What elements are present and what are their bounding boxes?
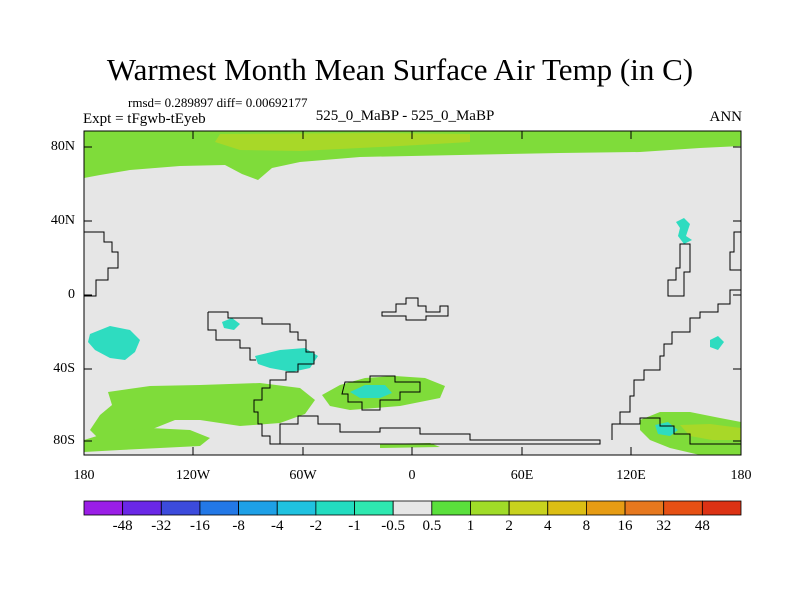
colorbar-label: 2	[505, 518, 513, 534]
colorbar-label: 8	[582, 518, 591, 534]
colorbar-swatch	[276, 500, 317, 516]
americas-outline	[84, 231, 119, 297]
colorbar-label: 32	[656, 518, 672, 534]
colorbar-label: 0.5	[422, 518, 442, 534]
colorbar-label: -4	[270, 518, 284, 534]
colorbar-swatch	[354, 500, 394, 516]
east-asia-outline	[667, 243, 691, 297]
southern-warm-anomaly-south	[84, 428, 210, 452]
colorbar-label: -2	[309, 518, 323, 534]
colorbar-swatch	[470, 500, 510, 516]
colorbar-label: -16	[189, 518, 210, 534]
colorbar-swatch	[392, 500, 433, 516]
colorbar-label: 1	[466, 518, 475, 534]
arctic-strong-warm-anomaly	[215, 133, 470, 151]
south-pacific-cool-anomaly	[255, 348, 318, 372]
x-tick-label: 180	[73, 468, 95, 483]
y-tick-label: 40N	[50, 213, 75, 228]
andes-cool-anomaly	[222, 318, 240, 330]
colorbar-swatch	[160, 500, 201, 516]
siberian-cool-anomaly	[676, 218, 692, 244]
colorbar-swatch	[431, 500, 471, 516]
australia-asia-outline	[611, 289, 741, 440]
east-antarctic-strong-warm	[680, 424, 741, 440]
season-label: ANN	[709, 109, 743, 125]
colorbar-swatch	[315, 500, 355, 516]
plot-title: Warmest Month Mean Surface Air Temp (in …	[106, 52, 694, 87]
y-tick-label: 80S	[53, 433, 75, 448]
colorbar-label: 4	[544, 518, 552, 534]
colorbar-swatch	[624, 500, 665, 516]
colorbar-label: -48	[112, 518, 133, 534]
colorbar-swatch	[701, 500, 742, 516]
island-outline	[381, 297, 449, 321]
colorbar-label: -0.5	[381, 518, 406, 534]
south-america-outline	[208, 311, 601, 445]
colorbar-swatch	[547, 500, 587, 516]
colorbar-label: -8	[232, 518, 245, 534]
antarctic-peninsula-outline	[341, 375, 421, 411]
x-tick-label: 60W	[289, 468, 317, 483]
indian-cool-anomaly	[710, 336, 724, 350]
y-tick-label: 40S	[53, 361, 75, 376]
colorbar-label: 48	[694, 518, 710, 534]
rmsd-diff-stats: rmsd= 0.289897 diff= 0.00692177	[128, 95, 308, 110]
colorbar-swatch	[508, 500, 549, 516]
comparison-label: 525_0_MaBP - 525_0_MaBP	[315, 108, 495, 124]
x-tick-label: 180	[730, 468, 752, 483]
africa-outline	[207, 312, 256, 361]
continent-outlines	[84, 231, 741, 445]
colorbar	[83, 500, 742, 516]
colorbar-swatch	[83, 500, 124, 516]
axis-ticks	[84, 131, 741, 455]
x-tick-label: 120W	[175, 468, 211, 483]
colorbar-swatch	[122, 500, 162, 516]
asia-coast-outline	[729, 231, 741, 271]
colorbar-swatch	[199, 500, 239, 516]
colorbar-label: -1	[348, 518, 361, 534]
colorbar-swatch	[586, 500, 626, 516]
experiment-label: Expt = tFgwb-tEyeb	[83, 111, 206, 127]
colorbar-swatch	[663, 500, 703, 516]
x-tick-label: 0	[408, 468, 416, 483]
y-tick-label: 80N	[50, 139, 75, 154]
antarctica-east-outline	[612, 417, 741, 445]
x-tick-label: 120E	[616, 468, 646, 483]
x-tick-label: 60E	[510, 468, 534, 483]
y-tick-label: 0	[68, 287, 75, 302]
colorbar-label: 16	[617, 518, 633, 534]
south-atlantic-cool-anomaly	[350, 385, 392, 398]
colorbar-label: -32	[151, 518, 172, 534]
pacific-cool-anomaly	[88, 326, 140, 360]
colorbar-swatch	[238, 500, 278, 516]
